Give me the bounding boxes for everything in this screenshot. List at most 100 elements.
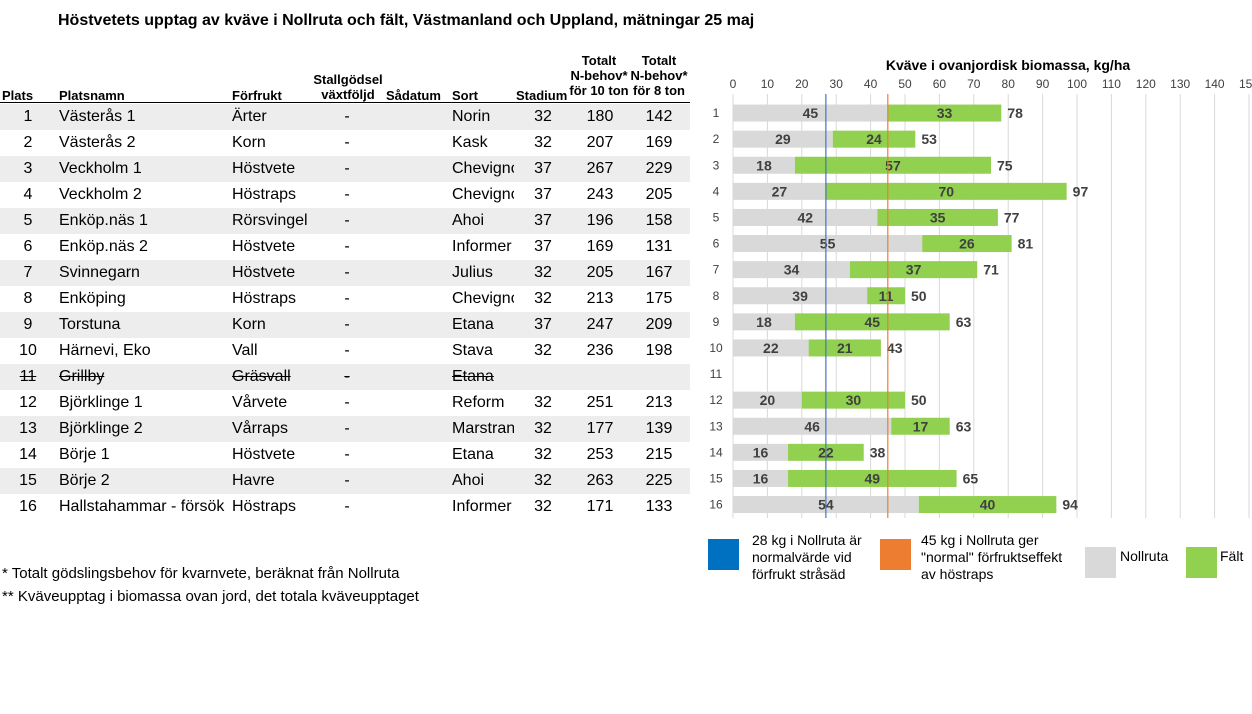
table-row: 4 Veckholm 2 Höstraps - Chevignon 37 243 205: [0, 182, 690, 208]
cell-n10: 177: [586, 420, 614, 437]
x-tick-label: 40: [864, 77, 878, 91]
cell-forfrukt: Rörsvingel: [232, 212, 308, 229]
cell-stall: -: [344, 316, 350, 333]
category-label: 7: [713, 263, 720, 277]
bar-nollruta: [733, 313, 795, 331]
cell-stadium: 32: [534, 472, 552, 489]
table-row: 15 Börje 2 Havre - Ahoi 32 263 225: [0, 468, 690, 494]
data-label-total: 43: [887, 340, 903, 356]
cell-n10: 196: [586, 212, 614, 229]
bar-nollruta: [733, 261, 850, 279]
cell-n10: 251: [586, 394, 614, 411]
cell-n10: 205: [586, 264, 614, 281]
header-nbehov-10-line3: för 10 ton: [569, 83, 629, 98]
cell-n8: 213: [645, 394, 673, 411]
category-label: 6: [713, 237, 720, 251]
cell-plats: 10: [19, 342, 37, 359]
cell-sort: Marstrand: [452, 420, 514, 437]
cell-n10: 263: [586, 472, 614, 489]
bar-nollruta: [733, 339, 809, 357]
data-label-falt: 45: [865, 314, 881, 330]
cell-stall: -: [344, 134, 350, 151]
cell-plats: 1: [23, 108, 33, 125]
header-stallgodsel: Stallgödsel växtföljd: [300, 72, 396, 102]
data-label-nollruta: 42: [797, 209, 813, 225]
legend-swatch: [1085, 547, 1116, 578]
data-label-total: 97: [1073, 183, 1089, 199]
data-label-total: 38: [870, 444, 886, 460]
cell-plats: 3: [23, 160, 33, 177]
header-plats: Plats: [2, 88, 34, 103]
cell-forfrukt: Höstvete: [232, 446, 296, 463]
x-tick-label: 20: [795, 77, 809, 91]
x-tick-label: 60: [933, 77, 947, 91]
data-label-total: 78: [1007, 105, 1023, 121]
x-tick-label: 80: [1002, 77, 1016, 91]
category-label: 5: [713, 210, 720, 224]
data-label-falt: 21: [837, 340, 853, 356]
bar-nollruta: [733, 417, 892, 435]
table-row: 14 Börje 1 Höstvete - Etana 32 253 215: [0, 442, 690, 468]
data-label-total: 65: [963, 470, 979, 486]
x-tick-label: 140: [1205, 77, 1225, 91]
data-label-total: 77: [1004, 209, 1020, 225]
cell-namn: Veckholm 1: [59, 160, 142, 177]
table-row: 6 Enköp.näs 2 Höstvete - Informer 37 169 131: [0, 234, 690, 260]
header-nbehov-8-line2: N-behov*: [630, 68, 688, 83]
legend-label-line: 28 kg i Nollruta är: [752, 532, 862, 548]
cell-forfrukt: Höstraps: [232, 186, 297, 203]
cell-n8: 131: [645, 238, 673, 255]
cell-namn: Svinnegarn: [59, 264, 140, 281]
cell-stall: -: [344, 420, 350, 437]
legend-label: Fält: [1220, 548, 1243, 565]
cell-n10: 169: [586, 238, 614, 255]
table-row: 9 Torstuna Korn - Etana 37 247 209: [0, 312, 690, 338]
cell-namn: Västerås 1: [59, 108, 136, 125]
footnote-1: * Totalt gödslingsbehov för kvarnvete, b…: [2, 565, 400, 582]
cell-n8: 229: [645, 160, 673, 177]
cell-stall: -: [344, 368, 350, 385]
category-label: 11: [710, 367, 723, 381]
cell-forfrukt: Höstraps: [232, 290, 297, 307]
cell-sort: Informer: [452, 238, 512, 255]
cell-n10: 267: [586, 160, 614, 177]
cell-plats: 12: [19, 394, 37, 411]
cell-sort: Chevignon: [452, 160, 514, 177]
x-tick-label: 0: [730, 77, 737, 91]
cell-stadium: 32: [534, 394, 552, 411]
data-label-falt: 40: [980, 497, 996, 513]
data-label-nollruta: 39: [792, 288, 808, 304]
bar-nollruta: [733, 156, 795, 174]
cell-plats: 11: [19, 368, 37, 385]
legend-label-line: 45 kg i Nollruta ger: [921, 532, 1039, 548]
cell-namn: Enköp.näs 2: [59, 238, 148, 255]
legend-label: 28 kg i Nollruta är normalvärde vid förfru…: [752, 532, 862, 583]
bar-falt: [918, 496, 1057, 514]
legend-label: Nollruta: [1120, 548, 1168, 565]
data-label-total: 63: [956, 418, 972, 434]
header-forfrukt: Förfrukt: [232, 88, 282, 103]
cell-stadium: 32: [534, 498, 552, 515]
cell-n8: 167: [645, 264, 673, 281]
cell-forfrukt: Höstvete: [232, 264, 296, 281]
category-label: 3: [713, 158, 720, 172]
header-nbehov-8-line3: för 8 ton: [633, 83, 685, 98]
cell-stall: -: [344, 264, 350, 281]
legend-swatch: [708, 539, 739, 570]
cell-plats: 16: [19, 498, 37, 515]
legend-swatch: [880, 539, 911, 570]
cell-plats: 6: [23, 238, 33, 255]
data-label-nollruta: 22: [763, 340, 779, 356]
legend-label-line: förfrukt stråsäd: [752, 566, 846, 582]
data-label-total: 94: [1062, 497, 1078, 513]
cell-n8: 139: [645, 420, 673, 437]
cell-namn: Björklinge 2: [59, 420, 143, 437]
cell-sort: Informer: [452, 498, 512, 515]
data-label-total: 50: [911, 392, 927, 408]
bar-falt: [867, 287, 905, 305]
cell-plats: 2: [23, 134, 33, 151]
data-label-nollruta: 55: [820, 236, 836, 252]
cell-forfrukt: Vårvete: [232, 394, 288, 411]
cell-plats: 8: [23, 290, 33, 307]
bar-falt: [849, 261, 978, 279]
